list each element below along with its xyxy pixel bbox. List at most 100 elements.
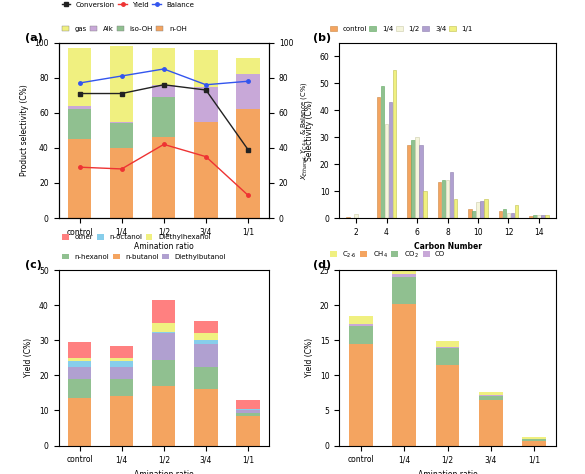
Bar bbox=[110, 396, 133, 446]
Bar bbox=[152, 323, 175, 332]
Bar bbox=[472, 211, 476, 218]
Bar bbox=[194, 122, 218, 218]
Text: (d): (d) bbox=[314, 260, 332, 270]
Bar bbox=[385, 124, 388, 218]
Bar bbox=[393, 277, 416, 304]
Bar bbox=[393, 273, 416, 277]
Bar bbox=[194, 390, 218, 446]
Legend: n-hexanol, n-butanol, Diethylbutanol: n-hexanol, n-butanol, Diethylbutanol bbox=[62, 254, 226, 260]
Bar bbox=[152, 97, 175, 137]
Bar bbox=[545, 215, 549, 218]
Bar bbox=[450, 172, 453, 218]
Bar bbox=[194, 344, 218, 367]
Bar bbox=[419, 145, 423, 218]
Bar bbox=[499, 211, 503, 218]
Y-axis label: $X_{Ethanol}$, $Y_{C4+}$ & Balance (C%): $X_{Ethanol}$, $Y_{C4+}$ & Balance (C%) bbox=[299, 81, 309, 180]
Bar bbox=[468, 209, 472, 218]
Bar bbox=[110, 361, 133, 367]
Bar bbox=[236, 409, 260, 410]
Bar bbox=[236, 416, 260, 446]
Bar bbox=[152, 386, 175, 446]
Bar bbox=[436, 341, 459, 346]
Bar bbox=[349, 316, 373, 324]
Bar bbox=[479, 392, 503, 395]
Bar bbox=[436, 365, 459, 446]
Bar bbox=[236, 400, 260, 409]
Bar bbox=[152, 48, 175, 85]
Bar bbox=[393, 261, 416, 273]
Bar bbox=[515, 205, 518, 218]
Bar bbox=[411, 140, 415, 218]
Bar bbox=[194, 340, 218, 344]
Y-axis label: Yield (C%): Yield (C%) bbox=[305, 338, 314, 377]
Bar bbox=[152, 333, 175, 360]
Bar bbox=[388, 102, 393, 218]
Bar bbox=[355, 214, 358, 218]
Bar bbox=[110, 123, 133, 148]
Bar bbox=[507, 213, 510, 218]
Bar bbox=[110, 367, 133, 379]
Bar bbox=[194, 87, 218, 122]
Bar bbox=[476, 202, 480, 218]
Bar bbox=[110, 148, 133, 218]
Bar bbox=[68, 358, 91, 361]
Bar bbox=[194, 321, 218, 333]
Bar bbox=[236, 109, 260, 218]
Bar bbox=[484, 199, 488, 218]
Bar bbox=[529, 216, 533, 218]
Bar bbox=[110, 46, 133, 122]
Bar bbox=[415, 137, 419, 218]
Y-axis label: Selectivity (C%): Selectivity (C%) bbox=[305, 100, 314, 161]
Bar bbox=[236, 410, 260, 413]
Y-axis label: Yield (C%): Yield (C%) bbox=[25, 338, 33, 377]
Bar bbox=[522, 439, 546, 441]
Bar bbox=[68, 367, 91, 379]
Bar bbox=[236, 413, 260, 416]
Bar bbox=[503, 209, 507, 218]
Bar bbox=[194, 367, 218, 390]
Bar bbox=[152, 300, 175, 323]
Text: (c): (c) bbox=[25, 260, 42, 270]
Bar bbox=[68, 398, 91, 446]
Bar bbox=[110, 358, 133, 361]
Bar bbox=[110, 122, 133, 123]
Bar bbox=[446, 180, 449, 218]
Bar bbox=[522, 438, 546, 439]
Bar bbox=[522, 441, 546, 446]
Bar bbox=[537, 215, 541, 218]
Legend: Conversion, Yield, Balance: Conversion, Yield, Balance bbox=[62, 1, 194, 8]
Legend: control, 1/4, 1/2, 3/4, 1/1: control, 1/4, 1/2, 3/4, 1/1 bbox=[330, 26, 473, 32]
Y-axis label: Product selectivity (C%): Product selectivity (C%) bbox=[20, 84, 29, 176]
Bar bbox=[152, 137, 175, 218]
X-axis label: Amination ratio: Amination ratio bbox=[134, 242, 194, 251]
Bar bbox=[438, 182, 442, 218]
Legend: $\mathregular{C_{2\text{-}6}}$, $\mathregular{CH_4}$, $\mathregular{CO_2}$, CO: $\mathregular{C_{2\text{-}6}}$, $\mathre… bbox=[330, 249, 445, 260]
Bar bbox=[68, 342, 91, 358]
Bar bbox=[236, 58, 260, 74]
Bar bbox=[423, 191, 427, 218]
Bar bbox=[453, 199, 457, 218]
Text: (b): (b) bbox=[314, 33, 332, 43]
Bar bbox=[349, 324, 373, 326]
Bar bbox=[110, 379, 133, 396]
Bar bbox=[393, 304, 416, 446]
Bar bbox=[68, 139, 91, 218]
Bar bbox=[236, 74, 260, 109]
Bar bbox=[541, 215, 545, 218]
Bar bbox=[194, 50, 218, 87]
Bar bbox=[68, 361, 91, 367]
Bar bbox=[349, 326, 373, 344]
Bar bbox=[479, 396, 503, 400]
Bar bbox=[152, 85, 175, 97]
X-axis label: Amination ratio: Amination ratio bbox=[418, 470, 477, 474]
Bar bbox=[110, 346, 133, 358]
Bar bbox=[152, 332, 175, 333]
Bar bbox=[152, 360, 175, 386]
Bar bbox=[68, 48, 91, 106]
Bar bbox=[407, 145, 411, 218]
Bar bbox=[479, 395, 503, 396]
Bar bbox=[377, 97, 380, 218]
Bar bbox=[393, 70, 396, 218]
Bar bbox=[479, 400, 503, 446]
Bar bbox=[442, 180, 445, 218]
